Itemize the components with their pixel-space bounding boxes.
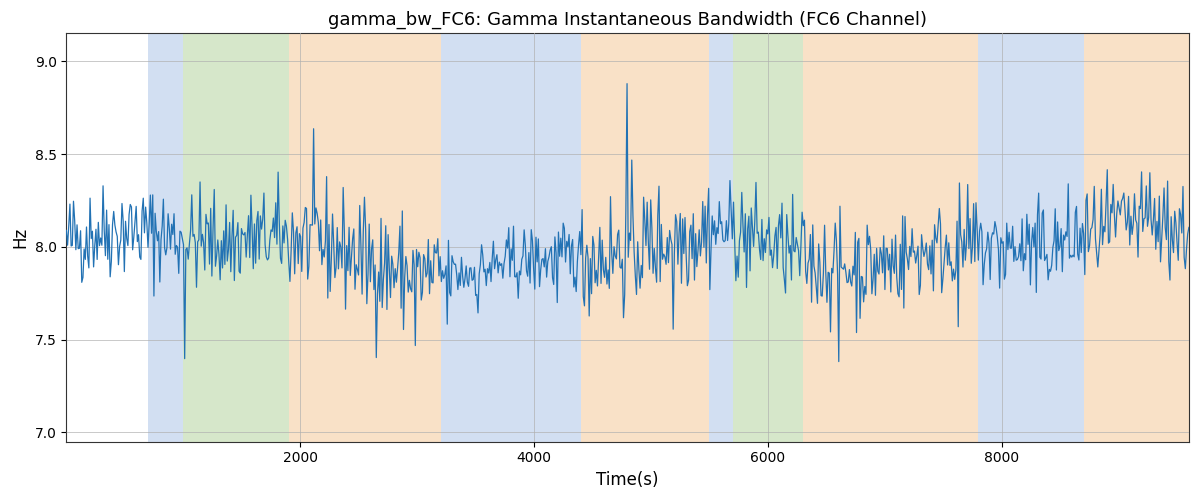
Y-axis label: Hz: Hz [11, 227, 29, 248]
Title: gamma_bw_FC6: Gamma Instantaneous Bandwidth (FC6 Channel): gamma_bw_FC6: Gamma Instantaneous Bandwi… [328, 11, 928, 30]
Bar [149, 34, 184, 442]
Bar [440, 34, 581, 442]
Bar [184, 34, 288, 442]
Bar [803, 34, 978, 442]
X-axis label: Time(s): Time(s) [596, 471, 659, 489]
Bar [288, 34, 440, 442]
Bar [1084, 34, 1189, 442]
Bar [978, 34, 1084, 442]
Bar [709, 34, 733, 442]
Bar [581, 34, 709, 442]
Bar [733, 34, 803, 442]
